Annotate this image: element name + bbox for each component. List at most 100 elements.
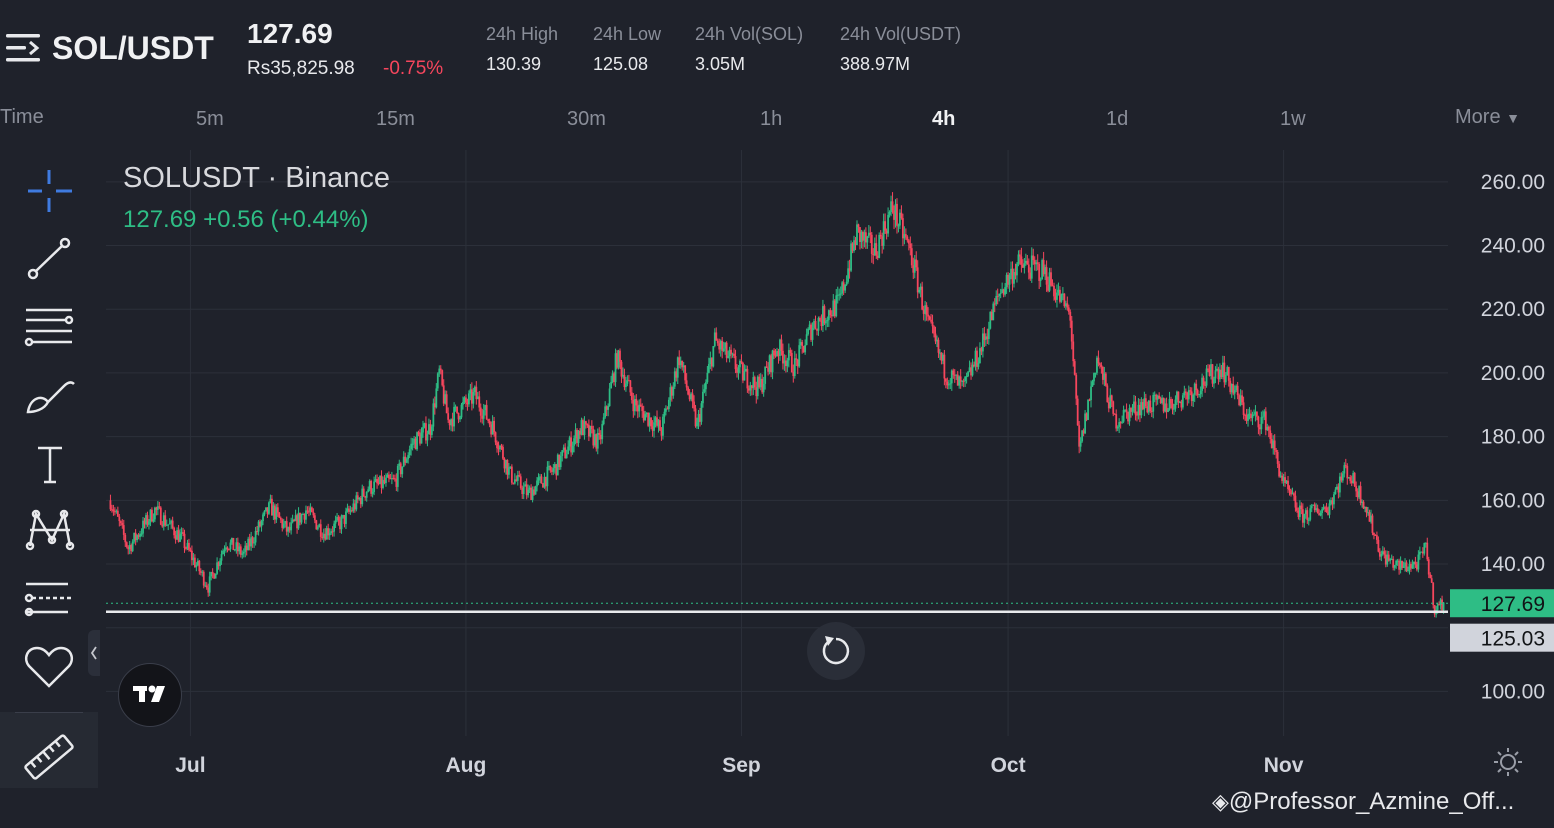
candle-body [702,391,704,404]
candle-body [1396,560,1399,562]
candle-body [1356,491,1359,498]
candle-body [783,360,786,364]
candle-body [1350,480,1353,484]
reset-chart-button[interactable] [807,622,865,680]
candle-body [832,300,835,317]
candle-body [205,585,208,588]
candle-body [527,489,530,496]
tf-5m[interactable]: 5m [196,108,224,130]
tf-more-dropdown[interactable]: More ▼ [1455,106,1520,129]
candle-body [739,360,741,368]
candle-body [939,352,941,354]
candle-body [630,392,633,400]
favorites-heart-icon[interactable] [20,642,78,692]
candle-body [1355,486,1358,492]
candle-body [251,537,254,544]
candle-body [468,393,470,405]
candle-body [559,455,562,468]
candle-body [694,408,697,427]
candle-body [518,475,521,477]
candle-body [755,387,758,397]
candle-body [260,521,263,527]
candle-body [915,259,918,268]
ruler-icon[interactable] [20,732,78,782]
candle-body [941,354,944,361]
pair-title[interactable]: SOL/USDT [52,30,214,66]
trend-line-icon[interactable] [20,234,78,284]
candle-body [1078,425,1081,447]
candle-body [712,346,715,367]
candle-body [1402,566,1405,568]
candle-body [374,479,377,482]
candle-body [1223,362,1226,383]
candle-body [306,510,309,512]
candle-body [1221,362,1224,378]
menu-icon[interactable] [6,32,42,66]
candle-body [660,430,663,436]
candle-body [1149,400,1152,411]
candle-body [500,445,503,448]
candle-body [947,384,950,386]
candle-body [1007,274,1009,285]
candle-body [1110,395,1113,402]
candle-body [478,396,481,408]
candle-body [626,380,629,384]
crosshair-icon[interactable] [20,166,78,216]
candle-body [177,530,180,542]
candle-body [1236,385,1239,396]
candle-body [1032,255,1035,261]
candle-body [253,542,256,544]
change-percent: -0.75% [383,58,444,79]
candle-body [545,476,547,487]
candle-body [866,236,869,243]
candle-body [1293,493,1295,496]
tf-time[interactable]: Time [0,106,44,128]
toolbar-collapse-tab[interactable] [88,630,100,676]
pattern-tool-icon[interactable] [20,506,78,556]
candle-body [1124,409,1126,411]
candle-body [1057,289,1060,293]
x-tick-label: Sep [722,754,761,777]
fib-lines-icon[interactable] [20,302,78,352]
forecast-tool-icon[interactable] [20,574,78,624]
candle-body [750,385,753,389]
brush-icon[interactable] [20,372,78,422]
candle-body [1088,399,1091,401]
y-tick-label: 260.00 [1481,171,1545,194]
candle-body [207,587,210,593]
candle-body [429,424,432,435]
candle-body [305,510,307,520]
candle-body [1061,293,1064,295]
candle-body [1011,268,1014,284]
tf-4h[interactable]: 4h [932,108,956,130]
candle-body [1128,408,1131,422]
chart-grid [106,150,1448,736]
text-tool-icon[interactable] [20,440,78,490]
candle-body [1254,411,1257,415]
tf-30m[interactable]: 30m [567,108,606,130]
candle-body [525,484,528,496]
candle-body [364,496,367,498]
candle-body [516,475,519,481]
candle-body [176,530,178,540]
candle-body [1214,370,1217,379]
candle-body [845,281,848,285]
tf-1w[interactable]: 1w [1280,108,1306,130]
candle-body [995,296,998,305]
tf-15m[interactable]: 15m [376,108,415,130]
candle-body [1368,512,1371,522]
candle-body [1201,377,1204,391]
candle-body [586,424,589,426]
candle-body [1122,410,1125,422]
settings-sun-icon[interactable] [1492,746,1524,778]
candle-body [1121,421,1124,423]
candle-body [996,296,999,298]
tf-1d[interactable]: 1d [1106,108,1129,130]
y-axis: 260.00 240.00 220.00 200.00 180.00 160.00 140.… [1481,171,1545,704]
tradingview-logo[interactable] [118,663,182,727]
tf-1h[interactable]: 1h [760,108,783,130]
candle-body [983,333,986,340]
candle-body [1230,383,1233,393]
candle-body [968,367,971,372]
